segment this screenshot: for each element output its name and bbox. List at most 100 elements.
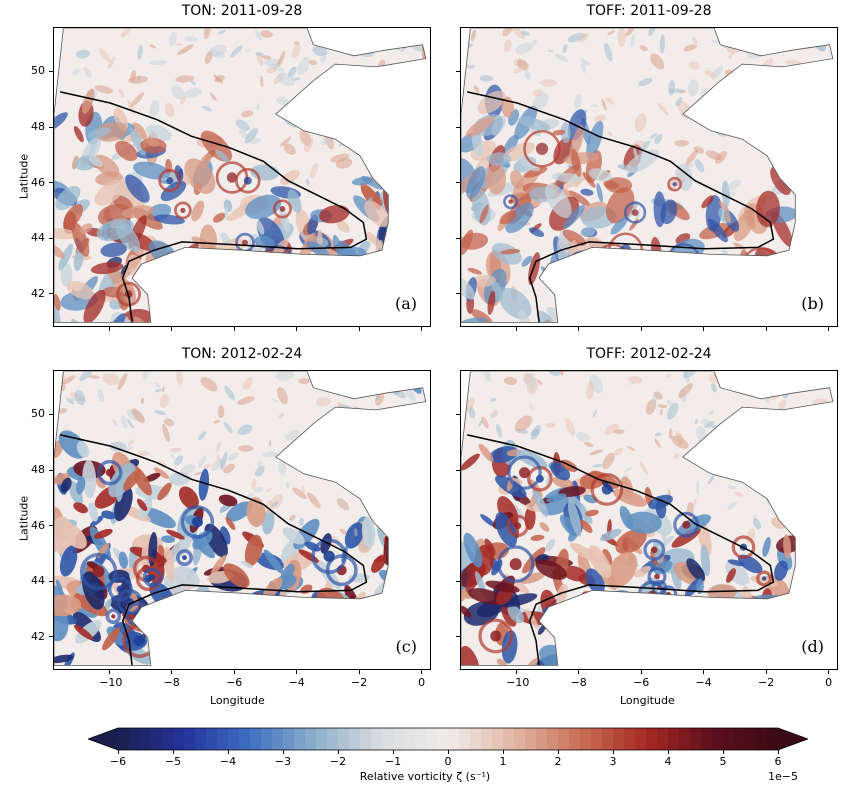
vorticity-patch bbox=[329, 113, 345, 123]
vorticity-patch bbox=[741, 287, 764, 311]
vorticity-patch bbox=[697, 519, 712, 556]
vorticity-patch bbox=[390, 190, 401, 209]
y-tick-mark bbox=[456, 469, 460, 471]
vorticity-patch bbox=[728, 125, 737, 134]
vorticity-patch bbox=[499, 210, 517, 225]
vorticity-patch bbox=[94, 179, 125, 206]
vorticity-patch bbox=[651, 650, 678, 666]
vorticity-patch bbox=[325, 123, 340, 133]
colorbar-tick-label: 3 bbox=[609, 755, 617, 768]
eddy-ring bbox=[116, 588, 143, 615]
vorticity-patch bbox=[603, 274, 638, 296]
vorticity-patch bbox=[174, 43, 183, 46]
vorticity-patch bbox=[359, 371, 377, 381]
vorticity-patch bbox=[684, 608, 707, 643]
vorticity-patch bbox=[530, 376, 536, 392]
vorticity-patch bbox=[694, 418, 698, 425]
vorticity-patch bbox=[297, 56, 310, 76]
colorbar-segment bbox=[250, 728, 262, 750]
vorticity-patch bbox=[339, 528, 347, 535]
vorticity-patch bbox=[486, 152, 512, 166]
vorticity-patch bbox=[477, 90, 506, 115]
vorticity-patch bbox=[568, 629, 599, 658]
vorticity-patch bbox=[255, 52, 264, 56]
eddy-core bbox=[149, 574, 156, 581]
vorticity-patch bbox=[394, 576, 426, 597]
vorticity-patch bbox=[580, 188, 594, 196]
vorticity-patch bbox=[400, 46, 407, 52]
vorticity-patch bbox=[399, 173, 419, 206]
vorticity-patch bbox=[241, 637, 263, 659]
vorticity-patch bbox=[461, 28, 466, 44]
vorticity-patch bbox=[58, 243, 74, 271]
y-tick-label: 42 bbox=[31, 286, 45, 300]
vorticity-patch bbox=[673, 453, 680, 459]
vorticity-patch bbox=[75, 620, 102, 644]
colorbar-segment bbox=[415, 728, 427, 750]
vorticity-patch bbox=[88, 502, 99, 522]
vorticity-patch bbox=[60, 477, 72, 493]
vorticity-patch bbox=[742, 94, 751, 107]
eddy-core bbox=[116, 585, 125, 593]
x-tick-label: −10 bbox=[99, 676, 123, 689]
vorticity-patch bbox=[803, 541, 814, 555]
y-tick-mark bbox=[456, 126, 460, 128]
vorticity-patch bbox=[551, 172, 583, 183]
vorticity-patch bbox=[461, 605, 472, 618]
vorticity-patch bbox=[361, 425, 369, 440]
colorbar-segment bbox=[360, 728, 372, 750]
vorticity-patch bbox=[55, 186, 81, 211]
vorticity-patch bbox=[828, 405, 833, 429]
vorticity-patch bbox=[716, 432, 734, 446]
vorticity-patch bbox=[260, 75, 264, 88]
vorticity-patch bbox=[726, 604, 736, 632]
eddy-core bbox=[271, 257, 283, 269]
vorticity-patch bbox=[735, 657, 745, 666]
colorbar-segment bbox=[316, 728, 328, 750]
vorticity-patch bbox=[161, 535, 176, 544]
vorticity-patch bbox=[372, 469, 388, 478]
eddy-ring bbox=[671, 287, 692, 308]
vorticity-patch bbox=[604, 423, 619, 435]
vorticity-patch bbox=[584, 441, 594, 448]
vorticity-patch bbox=[277, 50, 286, 67]
vorticity-patch bbox=[697, 603, 722, 621]
colorbar-tick-label: −3 bbox=[274, 755, 292, 768]
y-tick-label: 48 bbox=[31, 120, 45, 133]
colorbar-segment bbox=[569, 728, 581, 750]
vorticity-patch bbox=[54, 440, 63, 458]
colorbar-segment bbox=[514, 728, 526, 750]
vorticity-patch bbox=[686, 558, 706, 582]
colorbar-tick-label: 1 bbox=[499, 755, 507, 768]
vorticity-patch bbox=[256, 51, 263, 66]
x-tick-label: −8 bbox=[570, 676, 587, 689]
vorticity-patch bbox=[600, 528, 622, 542]
vorticity-patch bbox=[228, 272, 241, 301]
colorbar-segment bbox=[690, 728, 702, 750]
vorticity-patch bbox=[713, 125, 721, 128]
vorticity-patch bbox=[309, 289, 332, 316]
vorticity-patch bbox=[98, 47, 111, 63]
vorticity-patch bbox=[159, 393, 169, 408]
vorticity-patch bbox=[350, 633, 367, 653]
vorticity-patch bbox=[715, 604, 741, 620]
x-tick-mark bbox=[233, 327, 235, 331]
eddy-ring bbox=[647, 567, 667, 587]
x-tick-mark bbox=[358, 327, 360, 331]
colorbar-tick-label: 2 bbox=[554, 755, 562, 768]
vorticity-patch bbox=[806, 75, 820, 83]
vorticity-patch bbox=[398, 140, 412, 148]
vorticity-patch bbox=[383, 371, 392, 380]
eddy-core bbox=[648, 615, 654, 621]
vorticity-patch bbox=[781, 265, 800, 302]
vorticity-patch bbox=[424, 417, 426, 431]
vorticity-patch bbox=[286, 604, 314, 637]
vorticity-patch bbox=[683, 44, 697, 52]
vorticity-patch bbox=[242, 377, 253, 391]
vorticity-patch bbox=[659, 409, 663, 416]
vorticity-patch bbox=[229, 620, 247, 632]
vorticity-patch bbox=[461, 276, 476, 300]
vorticity-patch bbox=[556, 645, 588, 666]
vorticity-patch bbox=[661, 528, 668, 541]
vorticity-patch bbox=[416, 78, 426, 111]
